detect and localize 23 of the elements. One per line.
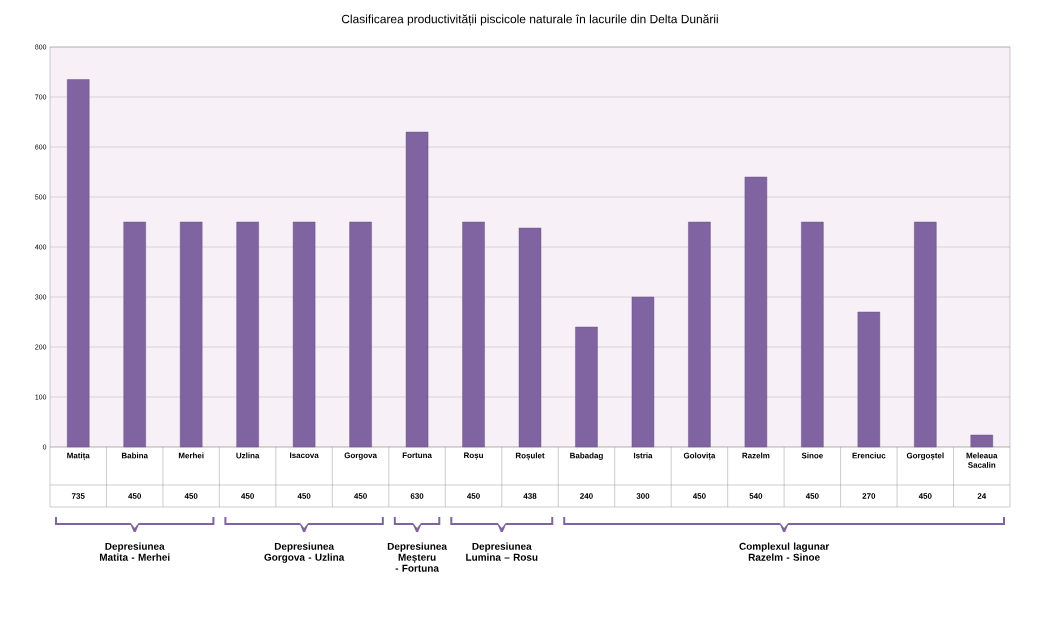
bar	[405, 131, 429, 448]
bar	[67, 79, 90, 448]
bar	[801, 221, 824, 448]
bar	[292, 221, 316, 448]
bar	[970, 434, 993, 448]
text: Depresiunea Gorgova - Uzlina	[264, 542, 345, 563]
bar	[688, 221, 711, 448]
bar	[179, 221, 203, 448]
bar	[236, 221, 259, 448]
bar	[575, 326, 598, 448]
text: Complexul lagunar Razelm - Sinoe	[739, 542, 830, 561]
chart-title: Clasificarea productivității piscicole naturale în lacurile din Delta Dunării	[341, 14, 718, 26]
bar	[631, 296, 655, 448]
bar	[914, 221, 937, 448]
bar	[349, 221, 372, 448]
bar	[123, 221, 146, 448]
text: Depresiunea Matita - Merhei	[99, 542, 170, 561]
text: Depresiunea Lumina – Rosu	[466, 542, 538, 561]
bar	[744, 176, 768, 448]
bar	[857, 311, 881, 448]
bar	[462, 221, 485, 448]
text: Depresiunea Meșteru - Fortuna	[387, 542, 448, 572]
bar	[518, 227, 542, 448]
